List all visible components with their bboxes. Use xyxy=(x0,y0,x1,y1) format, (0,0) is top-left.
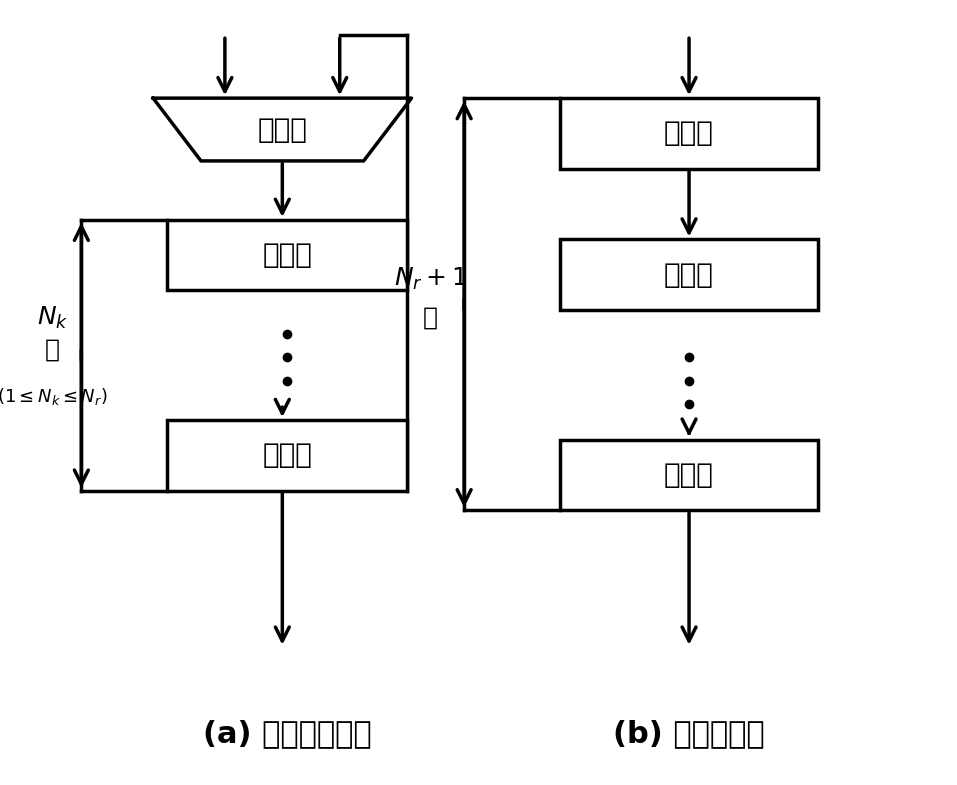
Text: 轮: 轮 xyxy=(45,338,60,361)
Text: 轮变换: 轮变换 xyxy=(664,461,714,489)
Text: (b) 全展开结构: (b) 全展开结构 xyxy=(613,720,765,748)
Text: 轮变换: 轮变换 xyxy=(262,441,312,469)
Bar xyxy=(560,239,818,310)
Text: $(1{\leq}N_k{\leq}N_r)$: $(1{\leq}N_k{\leq}N_r)$ xyxy=(0,386,108,407)
Bar xyxy=(560,440,818,510)
Text: 轮变换: 轮变换 xyxy=(664,119,714,148)
Polygon shape xyxy=(153,98,412,161)
Text: (a) 循环展开结构: (a) 循环展开结构 xyxy=(203,720,371,748)
Text: 轮变换: 轮变换 xyxy=(664,261,714,289)
Bar xyxy=(167,420,407,491)
Text: 轮: 轮 xyxy=(423,306,438,330)
Text: $N_r+1$: $N_r+1$ xyxy=(394,265,467,292)
Bar xyxy=(560,98,818,169)
Text: 选择器: 选择器 xyxy=(257,115,307,144)
Text: $N_k$: $N_k$ xyxy=(37,305,68,331)
Bar xyxy=(167,220,407,290)
Text: 轮变换: 轮变换 xyxy=(262,241,312,269)
